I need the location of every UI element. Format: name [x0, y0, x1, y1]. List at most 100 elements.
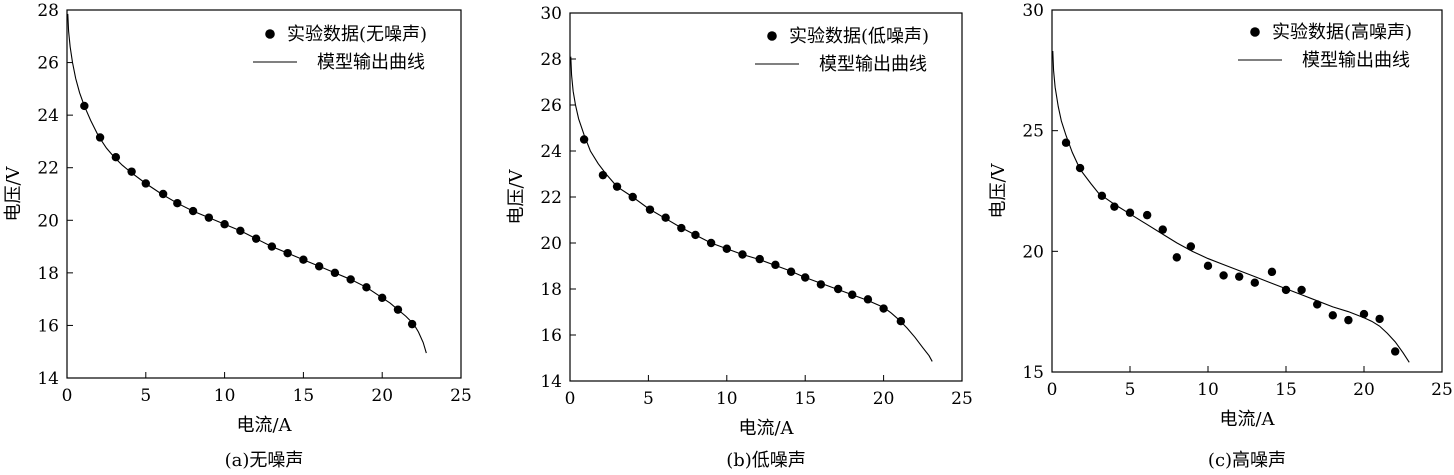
y-tick-label: 24 — [540, 142, 562, 162]
y-tick-label: 18 — [37, 264, 59, 284]
data-point — [738, 250, 747, 259]
plot-frame — [66, 9, 462, 379]
data-point — [1158, 225, 1167, 234]
chart-panel-3: 0 5 10 15 20 25 15 20 25 30 电流/A 电压/V (c)高噪声 实验数据(高噪声… — [988, 1, 1453, 471]
y-tick-label: 18 — [540, 280, 562, 300]
legend: 实验数据(低噪声) 模型输出曲线 — [755, 26, 929, 75]
legend-marker-points — [1250, 27, 1260, 37]
legend-label-line: 模型输出曲线 — [1302, 50, 1410, 71]
data-point — [393, 305, 403, 314]
legend: 实验数据(无噪声) 模型输出曲线 — [253, 24, 427, 73]
y-tick-label: 16 — [540, 326, 562, 346]
x-tick-label: 0 — [565, 389, 576, 409]
x-tick-label: 0 — [62, 386, 73, 406]
data-point — [362, 283, 371, 292]
model-output-curve — [570, 56, 933, 362]
data-point — [1313, 300, 1322, 309]
data-point — [706, 238, 716, 248]
y-tick-label: 22 — [540, 188, 562, 208]
y-tick-label: 26 — [37, 54, 59, 74]
data-point — [1097, 191, 1107, 201]
data-point — [127, 167, 136, 176]
data-point — [816, 280, 826, 289]
y-tick-label: 26 — [540, 96, 562, 116]
figure-caption: (c)高噪声 — [1208, 450, 1286, 471]
x-tick-label: 15 — [293, 386, 315, 406]
x-tick-label: 25 — [1431, 380, 1453, 400]
data-point — [95, 133, 105, 142]
y-tick-label: 30 — [1022, 1, 1044, 21]
data-point — [1061, 138, 1071, 147]
data-point — [691, 230, 700, 240]
y-tick-label: 16 — [37, 316, 59, 336]
data-point — [314, 262, 324, 271]
data-point — [1281, 285, 1291, 295]
data-point — [1142, 210, 1152, 220]
model-output-curve — [1052, 51, 1410, 363]
legend-marker-points — [767, 31, 777, 41]
x-tick-label: 20 — [371, 386, 393, 406]
x-tick-label: 5 — [643, 389, 654, 409]
data-point — [173, 199, 182, 208]
data-point — [1297, 285, 1306, 295]
data-point — [612, 182, 622, 191]
data-point — [896, 317, 906, 326]
chart-panel-1: 0 5 10 15 20 25 14 16 18 20 22 24 26 28 电流/A 电压/V (a)无噪声… — [3, 1, 472, 471]
y-tick-label: 20 — [540, 234, 562, 254]
data-point — [267, 242, 277, 251]
data-point — [801, 273, 810, 282]
x-tick-label: 5 — [140, 386, 151, 406]
data-point — [299, 255, 308, 264]
y-tick-label: 14 — [37, 369, 59, 389]
data-point — [1110, 202, 1119, 211]
data-point — [80, 101, 89, 111]
data-point — [236, 226, 245, 235]
x-tick-label: 0 — [1047, 380, 1058, 400]
data-point — [1203, 261, 1213, 271]
y-tick-label: 20 — [37, 211, 59, 231]
data-point — [1344, 315, 1353, 325]
x-tick-label: 10 — [1197, 380, 1219, 400]
x-tick-label: 25 — [450, 386, 472, 406]
data-point — [645, 205, 655, 214]
x-axis-label: 电流/A — [236, 415, 292, 436]
y-tick-label: 15 — [1022, 363, 1044, 383]
data-point — [771, 260, 780, 270]
data-point — [879, 304, 888, 313]
y-tick-label: 22 — [37, 159, 59, 179]
data-point — [330, 268, 340, 278]
data-point — [188, 206, 198, 216]
y-tick-label: 14 — [540, 372, 562, 392]
data-point — [579, 135, 589, 144]
y-tick-label: 25 — [1022, 122, 1044, 142]
legend-label-points: 实验数据(无噪声) — [287, 24, 427, 45]
data-point — [158, 189, 168, 199]
legend-label-points: 实验数据(高噪声) — [1272, 22, 1412, 43]
figure-caption: (a)无噪声 — [225, 450, 304, 471]
legend-label-line: 模型输出曲线 — [317, 52, 425, 73]
data-point — [1219, 271, 1228, 280]
x-tick-label: 20 — [873, 389, 895, 409]
data-point — [1391, 347, 1400, 356]
x-tick-label: 10 — [716, 389, 738, 409]
data-point — [786, 267, 796, 276]
data-point — [1359, 309, 1369, 319]
x-tick-label: 15 — [794, 389, 816, 409]
data-point — [378, 293, 387, 303]
data-point — [1250, 278, 1260, 287]
data-point — [1375, 314, 1384, 324]
legend: 实验数据(高噪声) 模型输出曲线 — [1238, 22, 1412, 71]
x-tick-label: 10 — [214, 386, 236, 406]
data-point — [1075, 163, 1085, 173]
figure-caption: (b)低噪声 — [726, 450, 806, 471]
data-point — [1267, 267, 1277, 277]
plot-frame — [1051, 9, 1443, 373]
data-point — [407, 319, 417, 329]
data-point — [722, 244, 731, 253]
y-axis-label: 电压/V — [988, 162, 1009, 218]
x-tick-label: 25 — [951, 389, 973, 409]
x-tick-label: 20 — [1353, 380, 1375, 400]
legend-label-points: 实验数据(低噪声) — [789, 26, 929, 47]
y-tick-label: 24 — [37, 106, 59, 126]
